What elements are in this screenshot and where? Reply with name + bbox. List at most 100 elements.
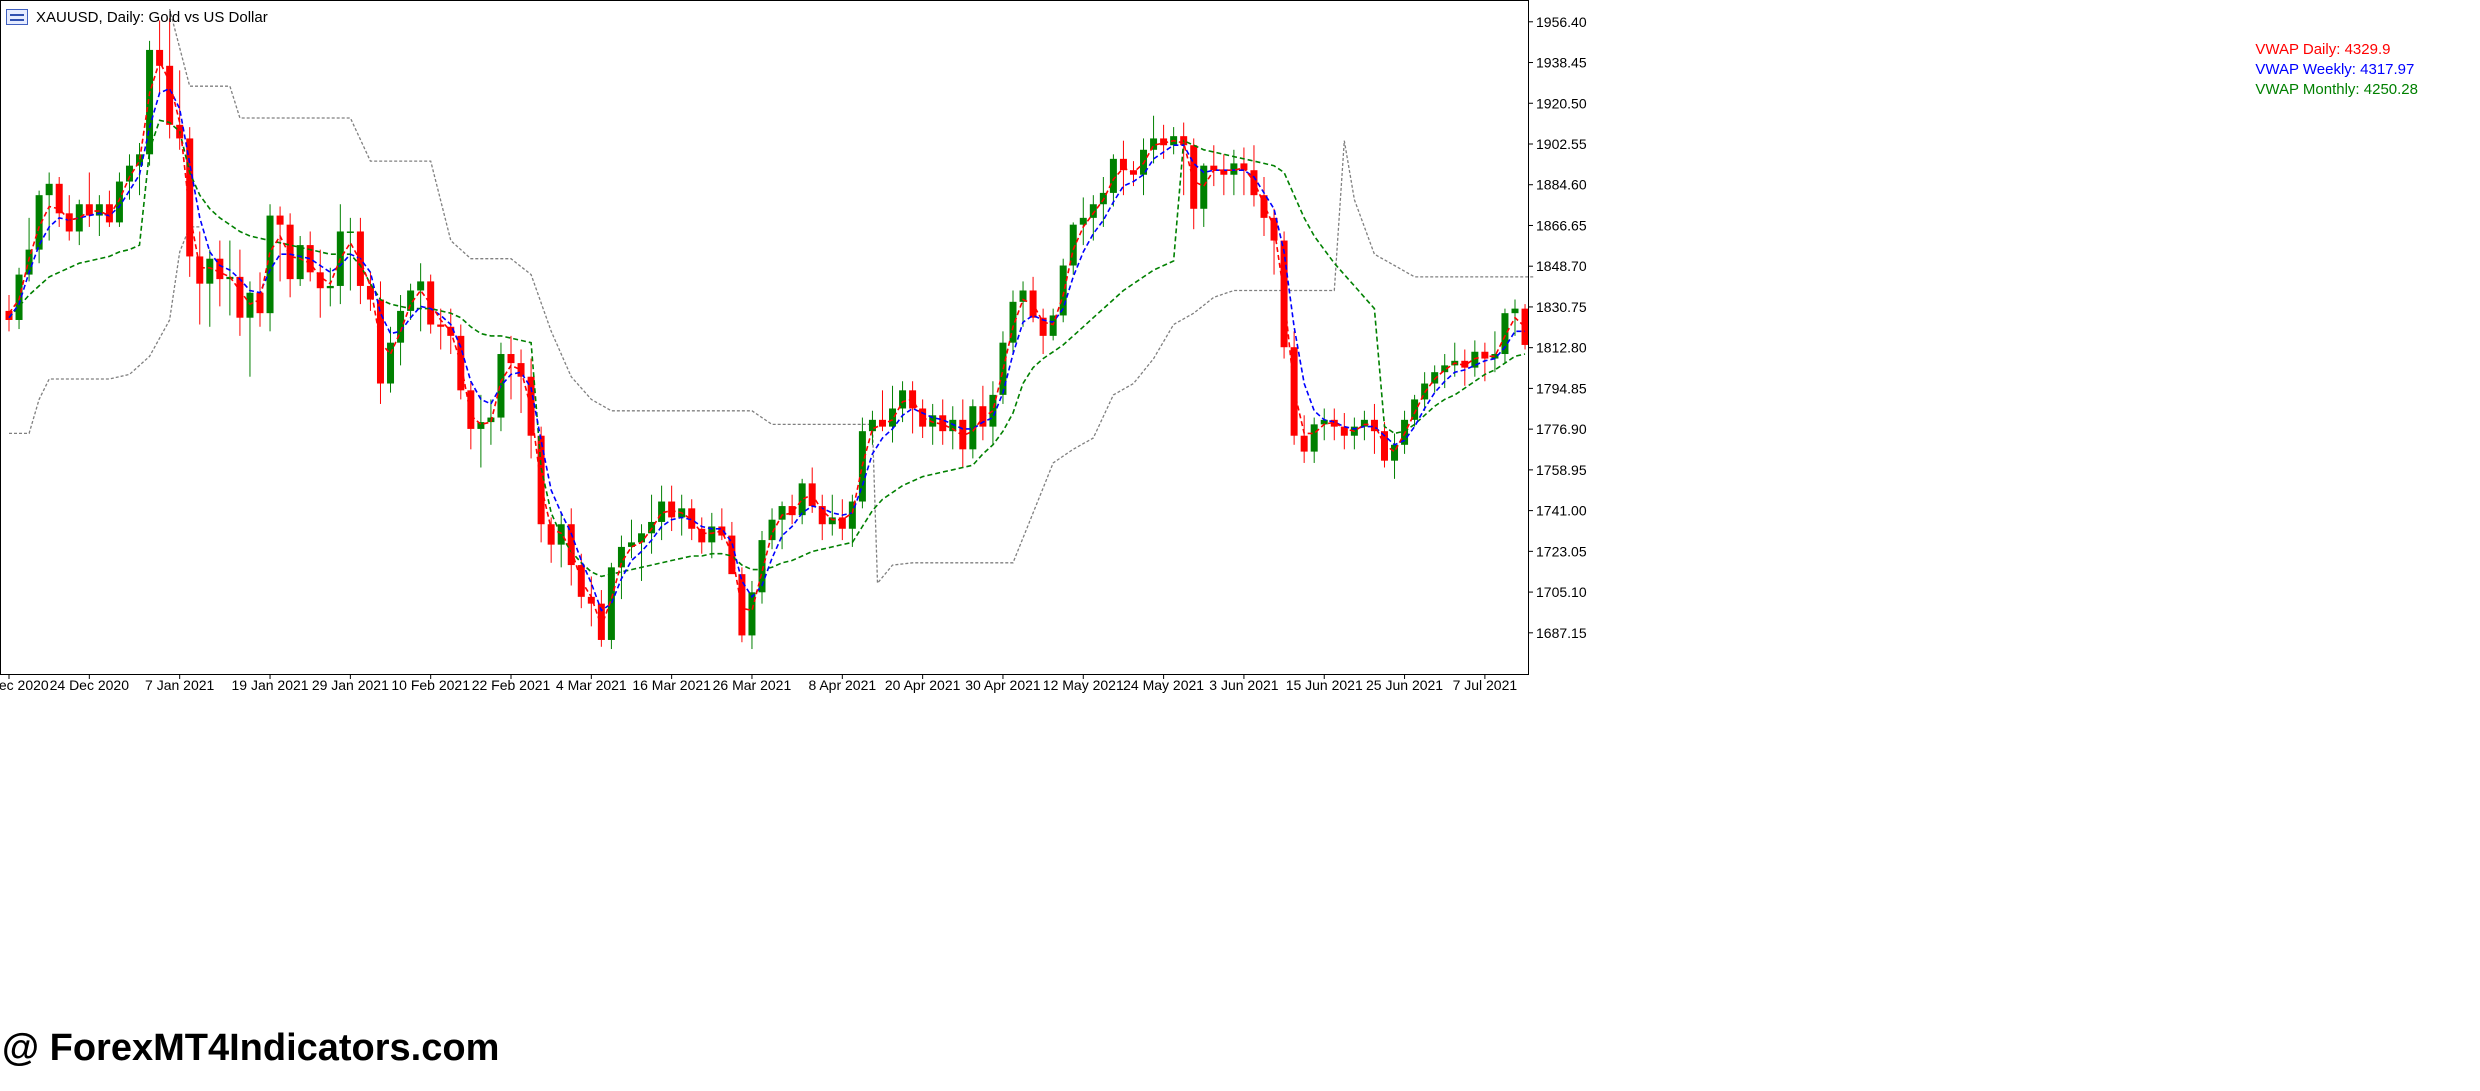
candle-body <box>1310 424 1318 452</box>
candle-body <box>547 524 555 545</box>
candle-body <box>1059 265 1067 316</box>
candle-body <box>467 390 475 429</box>
legend-vwap-daily: VWAP Daily: 4329.9 <box>2255 41 2391 58</box>
candle-body <box>1240 163 1248 171</box>
candle <box>1190 138 1198 230</box>
candle <box>678 494 686 536</box>
x-tick-label: 15 Jun 2021 <box>1286 677 1363 693</box>
candle-body <box>286 224 294 280</box>
y-tick-label: 1741.00 <box>1536 503 1587 519</box>
y-tick-label: 1884.60 <box>1536 177 1587 193</box>
x-tick-label: 30 Apr 2021 <box>965 677 1041 693</box>
candle-body <box>899 390 907 409</box>
candle <box>587 576 595 627</box>
candle-body <box>1391 444 1399 461</box>
candle-body <box>969 406 977 450</box>
candle-body <box>989 394 997 427</box>
candle <box>266 204 274 332</box>
candle-body <box>868 419 876 432</box>
candle <box>1260 177 1268 237</box>
candle-body <box>65 213 73 232</box>
candle <box>146 40 154 166</box>
candle-body <box>366 285 374 300</box>
candle-body <box>537 435 545 525</box>
candle-body <box>346 231 354 233</box>
candle <box>95 195 103 237</box>
candle <box>1140 138 1148 196</box>
vwap-daily-line <box>8 59 1526 629</box>
candle <box>387 326 395 393</box>
y-tick-label: 1758.95 <box>1536 462 1587 478</box>
y-tick-label: 1812.80 <box>1536 340 1587 356</box>
candle <box>166 18 174 139</box>
candle <box>1220 154 1228 196</box>
x-tick-label: 14 Dec 2020 <box>0 677 49 693</box>
candle <box>688 499 696 541</box>
vwap-series <box>8 59 1526 629</box>
candle <box>437 308 445 350</box>
candle-body <box>768 519 776 541</box>
candle-body <box>698 528 706 543</box>
candle <box>758 531 766 604</box>
candle <box>778 501 786 550</box>
candle-body <box>1330 419 1338 427</box>
candle-body <box>1501 313 1509 355</box>
x-tick-label: 24 Dec 2020 <box>50 677 130 693</box>
candle-body <box>818 506 826 525</box>
candle-body <box>1079 217 1087 225</box>
candle <box>567 508 575 586</box>
y-tick-label: 1848.70 <box>1536 258 1587 274</box>
candle-body <box>146 49 154 155</box>
y-tick-label: 1705.10 <box>1536 584 1587 600</box>
candle-body <box>728 535 736 575</box>
candle-body <box>276 215 284 225</box>
candle <box>828 494 836 536</box>
candle <box>1330 408 1338 441</box>
candle <box>156 20 164 94</box>
x-tick-label: 26 Mar 2021 <box>713 677 792 693</box>
candle-body <box>477 422 485 429</box>
candle-body <box>316 272 324 289</box>
candle-body <box>306 245 314 273</box>
candle-body <box>1210 165 1218 171</box>
candle-body <box>397 310 405 343</box>
candle-body <box>166 65 174 125</box>
candle-body <box>517 363 525 377</box>
candle-body <box>45 183 53 196</box>
candle <box>1210 145 1218 187</box>
candle <box>1180 122 1188 196</box>
candle-body <box>1089 204 1097 218</box>
candle-body <box>688 508 696 529</box>
candle <box>818 494 826 541</box>
candle <box>1059 258 1067 323</box>
candle-body <box>136 154 144 166</box>
candle-body <box>1431 372 1439 384</box>
candle-body <box>1521 308 1529 345</box>
legend-vwap-weekly: VWAP Weekly: 4317.97 <box>2255 61 2415 78</box>
candle-body <box>216 258 224 280</box>
x-tick-label: 4 Mar 2021 <box>556 677 627 693</box>
candle <box>607 562 615 650</box>
candle-body <box>668 501 676 518</box>
x-tick-label: 7 Jan 2021 <box>145 677 214 693</box>
chart-window-icon <box>6 9 28 25</box>
candle-body <box>1511 308 1519 314</box>
candle-body <box>828 517 836 525</box>
candle <box>477 394 485 468</box>
band-lower-line <box>9 226 200 435</box>
candle-body <box>55 183 63 214</box>
candle <box>1240 147 1248 196</box>
candle <box>65 195 73 241</box>
candle <box>1491 331 1499 373</box>
candle-body <box>1461 360 1469 368</box>
candle-body <box>246 292 254 318</box>
candle-body <box>1441 365 1449 373</box>
candle-body <box>1320 419 1328 425</box>
candle-body <box>507 354 515 364</box>
candle <box>186 127 194 277</box>
x-tick-label: 29 Jan 2021 <box>312 677 389 693</box>
x-tick-label: 8 Apr 2021 <box>808 677 876 693</box>
candle <box>1290 331 1298 445</box>
